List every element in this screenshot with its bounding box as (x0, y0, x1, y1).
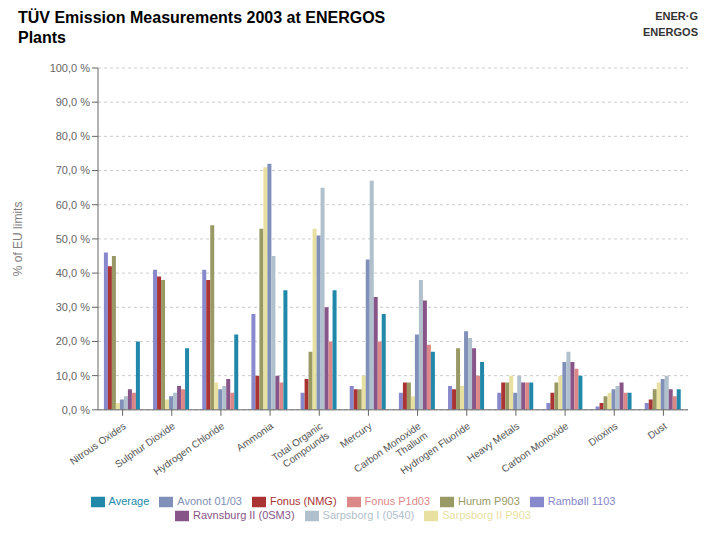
svg-text:40,0 %: 40,0 % (56, 267, 90, 279)
svg-text:Mercury: Mercury (338, 420, 374, 450)
html-text:Plants: Plants (18, 29, 66, 46)
svg-text:10,0 %: 10,0 % (56, 370, 90, 382)
html-text:Ravnsburg II (0SM3): Ravnsburg II (0SM3) (193, 508, 295, 521)
html-text:Fonus (NMG): Fonus (NMG) (270, 494, 337, 507)
html-text:ENERGOS: ENERGOS (643, 26, 698, 38)
svg-text:Carbon Monoxide: Carbon Monoxide (499, 420, 570, 475)
html-text:Avonot 01/03: Avonot 01/03 (177, 494, 242, 507)
svg-text:30,0 %: 30,0 % (56, 301, 90, 313)
svg-text:Nitrous Oxides: Nitrous Oxides (67, 420, 128, 467)
svg-text:% of EU limits: % of EU limits (11, 202, 25, 277)
svg-text:Heavy Metals: Heavy Metals (465, 420, 522, 464)
svg-text:90,0 %: 90,0 % (56, 96, 90, 108)
html-text:Rambøll 1103: Rambøll 1103 (547, 494, 616, 507)
svg-text:100,0 %: 100,0 % (50, 62, 91, 74)
html-text:Average: Average (108, 494, 150, 507)
svg-text:20,0 %: 20,0 % (56, 335, 90, 347)
svg-text:Dioxins: Dioxins (586, 420, 619, 448)
svg-text:Hydrogen Chloride: Hydrogen Chloride (152, 420, 227, 477)
html-text:TÜV Emission Measurements 2003: TÜV Emission Measurements 2003 at ENERGO… (18, 9, 386, 26)
svg-text:Sulphur Dioxide: Sulphur Dioxide (112, 420, 177, 470)
svg-text:Total OrganicCompounds: Total OrganicCompounds (270, 420, 331, 472)
svg-text:Ammonia: Ammonia (234, 420, 275, 453)
svg-text:Carbon MonoxideThalium: Carbon MonoxideThalium (352, 420, 430, 484)
html-text:Hurum P903: Hurum P903 (458, 494, 520, 507)
svg-text:80,0 %: 80,0 % (56, 130, 90, 142)
svg-text:0,0 %: 0,0 % (62, 404, 90, 416)
svg-text:70,0 %: 70,0 % (56, 164, 90, 176)
svg-text:Hydrogen Fluoride: Hydrogen Fluoride (398, 420, 472, 476)
svg-text:50,0 %: 50,0 % (56, 233, 90, 245)
html-text:Sarpsborg I (0540): Sarpsborg I (0540) (322, 508, 415, 521)
svg-text:60,0 %: 60,0 % (56, 199, 90, 211)
html-text:Fonus P1d03: Fonus P1d03 (364, 494, 430, 507)
svg-text:Dust: Dust (645, 420, 668, 441)
html-text:ENER·G: ENER·G (655, 10, 698, 22)
html-text:Sarpsborg II P903: Sarpsborg II P903 (442, 508, 531, 521)
